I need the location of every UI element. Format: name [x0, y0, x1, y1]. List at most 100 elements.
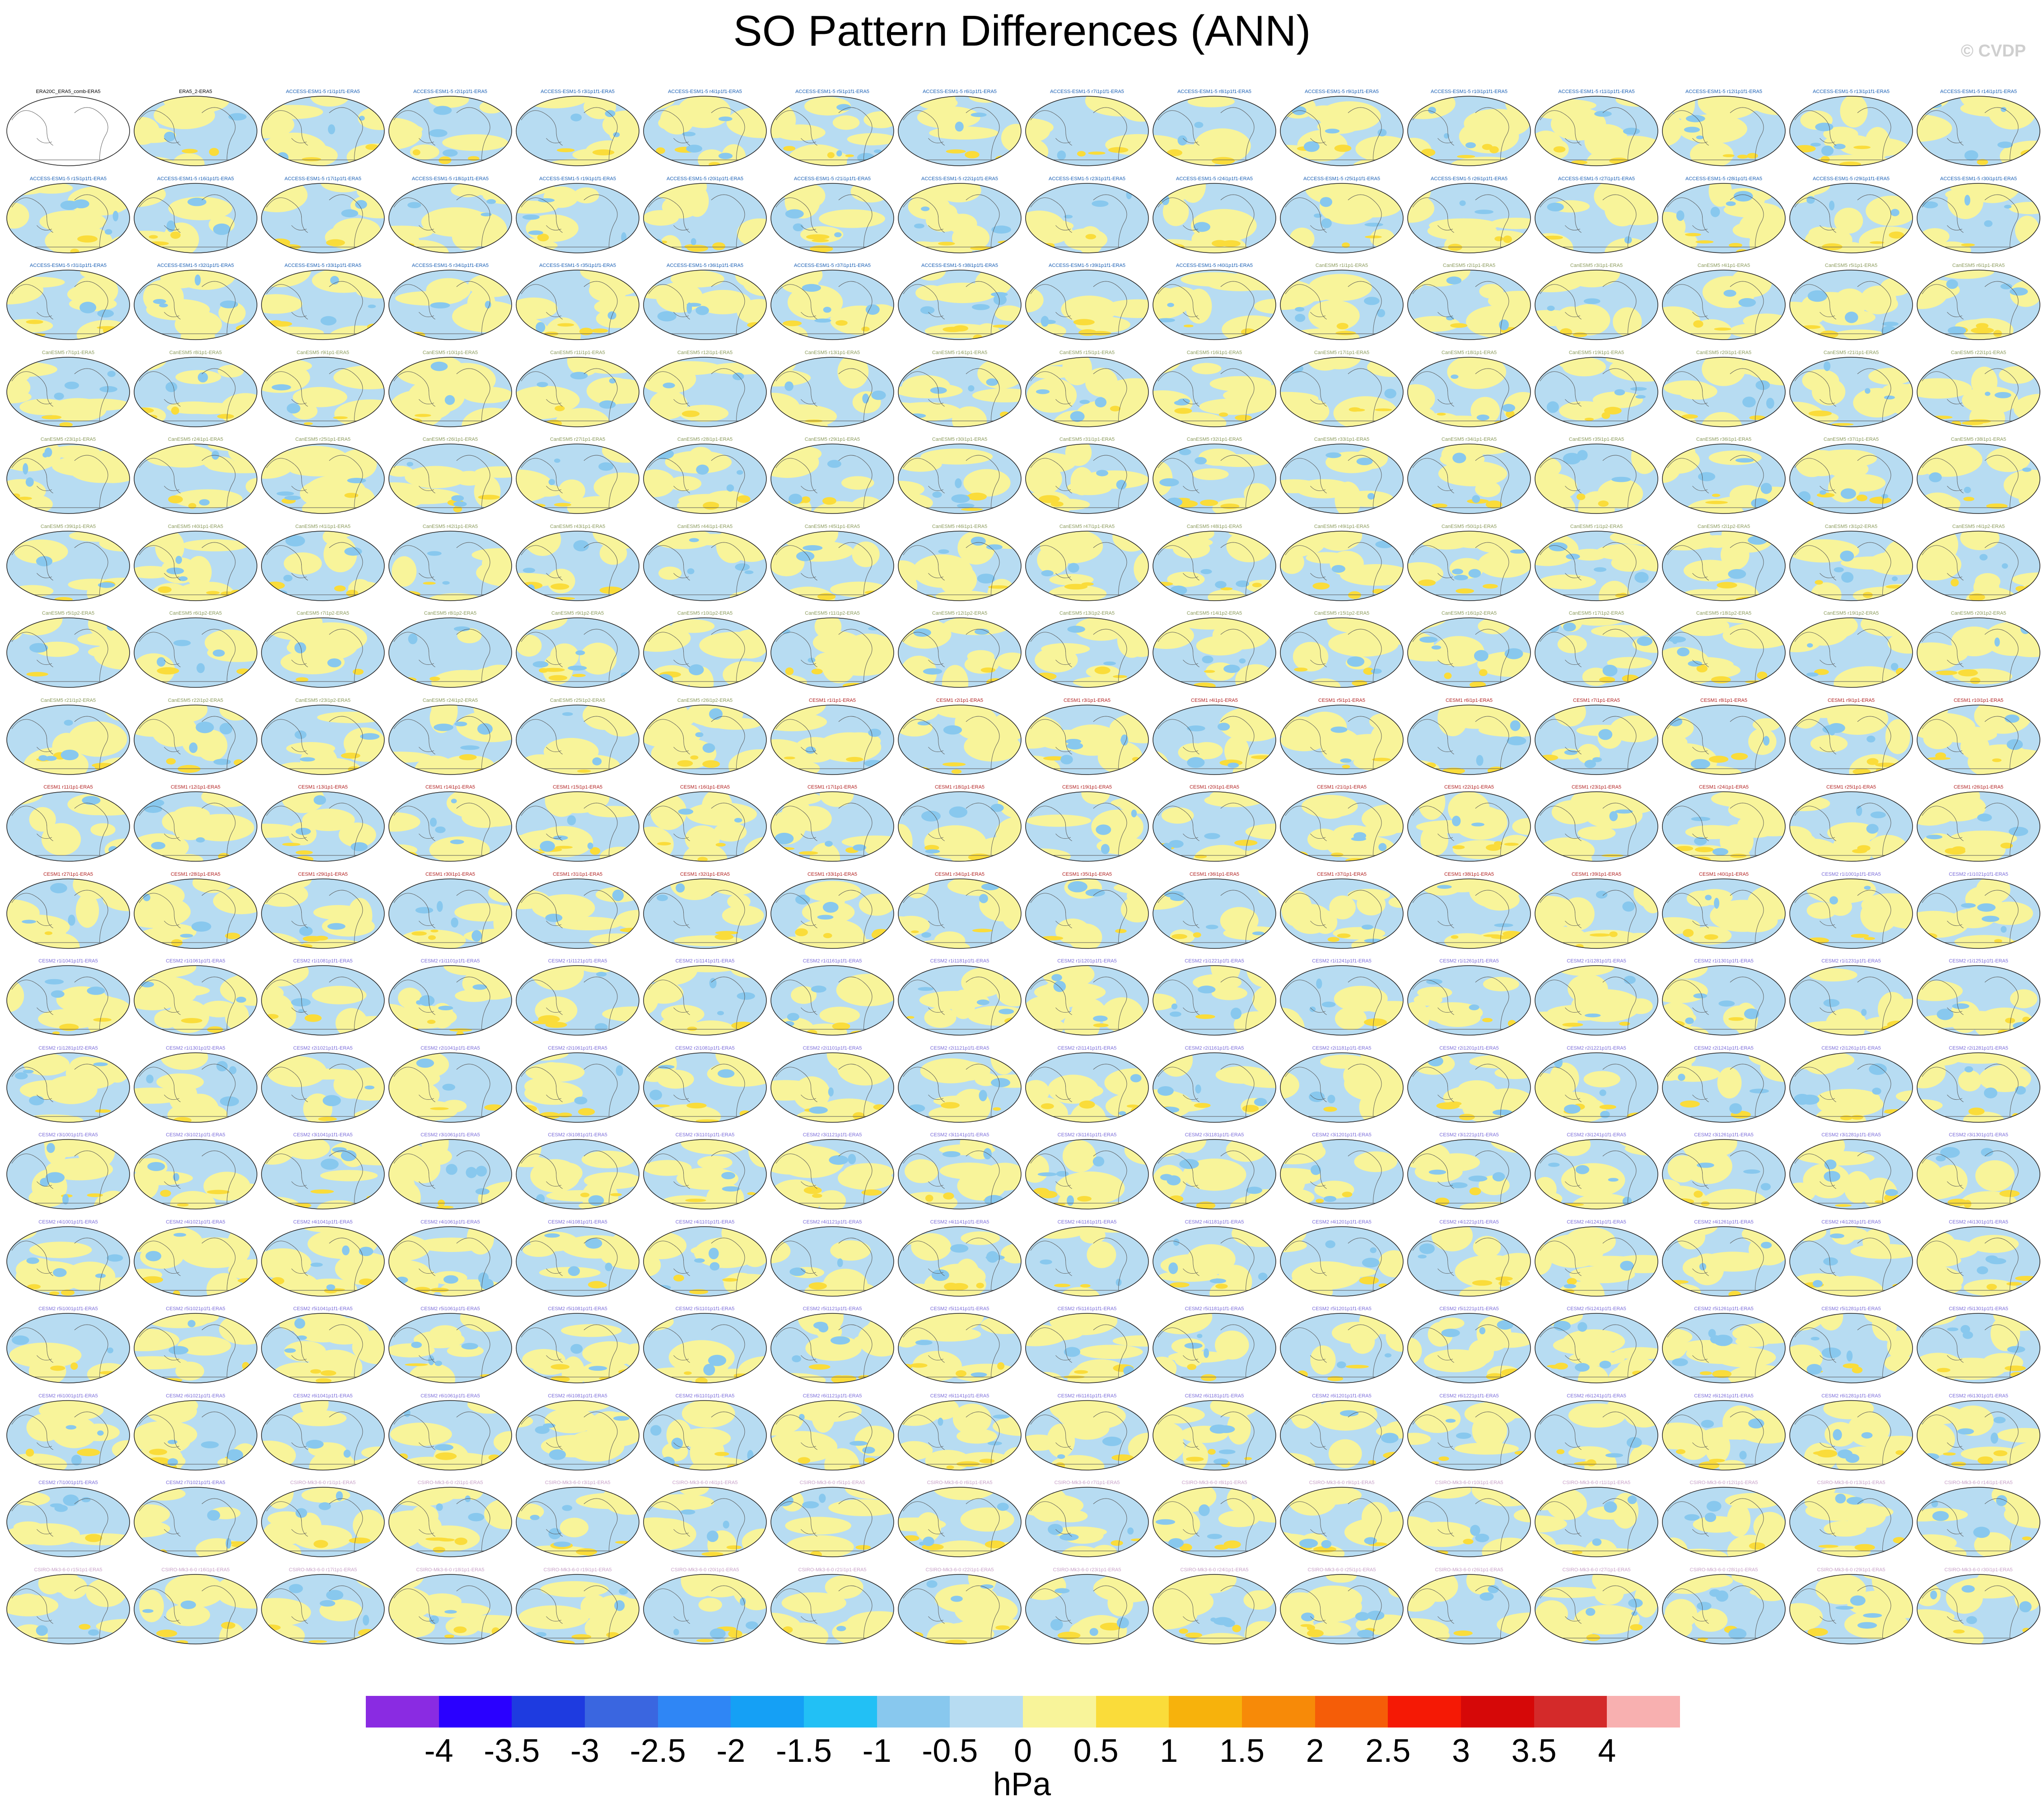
positive-anomaly	[1429, 218, 1498, 232]
positive-anomaly	[286, 742, 336, 755]
panel-title: CanESM5 r6i1p1-ERA5	[1952, 263, 2005, 268]
positive-anomaly-strong	[1667, 1279, 1689, 1284]
map-border	[643, 444, 767, 514]
map-panel: CanESM5 r24i1p1-ERA5	[133, 436, 258, 517]
coastlines	[775, 107, 883, 160]
positive-anomaly-strong	[993, 324, 1009, 328]
positive-anomaly-strong	[798, 851, 818, 855]
negative-anomaly	[548, 479, 555, 486]
negative-anomaly	[873, 149, 882, 153]
positive-anomaly	[677, 96, 731, 128]
positive-anomaly	[1385, 589, 1403, 601]
negative-anomaly	[871, 390, 886, 400]
map-panel: CanESM5 r3i1p2-ERA5	[1788, 523, 1914, 604]
map-svg	[1025, 1139, 1149, 1209]
positive-anomaly-strong	[59, 422, 73, 427]
positive-anomaly-strong	[823, 933, 832, 938]
panel-title: CESM1 r3i1p1-ERA5	[1064, 697, 1111, 703]
negative-anomaly	[50, 882, 67, 893]
negative-anomaly	[1605, 1453, 1623, 1457]
positive-anomaly-strong	[1183, 324, 1194, 327]
panel-title: CESM2 r3i1141p1f1-ERA5	[930, 1132, 989, 1138]
panel-title: CanESM5 r3i1p2-ERA5	[1825, 523, 1878, 529]
positive-anomaly-strong	[1039, 495, 1060, 503]
map-svg	[1153, 617, 1276, 688]
panel-title: CESM2 r5i1021p1f1-ERA5	[166, 1306, 225, 1312]
negative-anomaly	[1744, 1008, 1759, 1019]
map-panel: CESM2 r5i1081p1f1-ERA5	[515, 1306, 640, 1386]
positive-anomaly-strong	[359, 1278, 374, 1285]
positive-anomaly	[1917, 279, 1960, 301]
map-border	[1280, 530, 1404, 601]
positive-anomaly	[1414, 994, 1442, 1006]
positive-anomaly	[1354, 1151, 1398, 1172]
negative-anomaly	[328, 124, 336, 135]
panel-title: CESM2 r6i1101p1f1-ERA5	[675, 1393, 735, 1399]
positive-anomaly-strong	[906, 1016, 915, 1019]
panel-title: CanESM5 r11i1p2-ERA5	[805, 611, 860, 616]
positive-anomaly-strong	[714, 1452, 729, 1456]
positive-anomaly-strong	[773, 421, 793, 425]
positive-anomaly-strong	[1869, 241, 1885, 244]
positive-anomaly-strong	[2022, 1017, 2030, 1023]
positive-anomaly-strong	[1699, 1371, 1712, 1375]
positive-anomaly	[1101, 378, 1148, 412]
coastlines	[266, 281, 373, 334]
positive-anomaly-strong	[798, 1457, 811, 1464]
negative-anomaly	[1246, 1186, 1262, 1194]
map-svg	[643, 1313, 767, 1383]
map-svg	[134, 617, 257, 688]
positive-anomaly-strong	[873, 1104, 886, 1110]
positive-anomaly-strong	[1506, 410, 1515, 418]
positive-anomaly-strong	[149, 1448, 168, 1455]
positive-anomaly-strong	[1352, 408, 1365, 411]
positive-anomaly	[7, 1226, 24, 1237]
positive-anomaly-strong	[785, 1292, 795, 1296]
map-border	[1917, 96, 2040, 166]
map-svg	[261, 1139, 385, 1209]
map-svg	[1789, 1400, 1913, 1471]
negative-anomaly	[359, 116, 365, 121]
negative-anomaly	[213, 223, 231, 235]
positive-anomaly-strong	[1348, 591, 1361, 599]
negative-anomaly	[430, 361, 448, 371]
negative-anomaly	[1688, 661, 1703, 667]
map-panel: CanESM5 r37i1p1-ERA5	[1788, 436, 1914, 517]
positive-anomaly-strong	[1961, 243, 1975, 247]
panel-title: CESM2 r1i1221p1f1-ERA5	[1185, 958, 1244, 964]
map-svg	[898, 791, 1022, 862]
positive-anomaly	[1975, 573, 2001, 590]
positive-anomaly-strong	[1547, 857, 1567, 860]
positive-anomaly	[898, 457, 942, 472]
negative-anomaly	[744, 570, 754, 574]
map-panel: CanESM5 r22i1p1-ERA5	[1916, 350, 2041, 430]
coastlines	[775, 368, 883, 421]
map-panel: CESM2 r5i1141p1f1-ERA5	[897, 1306, 1022, 1386]
panel-title: CESM2 r3i1121p1f1-ERA5	[803, 1132, 862, 1138]
positive-anomaly	[952, 224, 990, 251]
map-border	[261, 96, 385, 166]
positive-anomaly	[320, 1170, 378, 1181]
negative-anomaly	[435, 826, 446, 833]
map-panel: CESM2 r5i1241p1f1-ERA5	[1534, 1306, 1659, 1386]
positive-anomaly	[160, 270, 200, 289]
map-svg	[1153, 791, 1276, 862]
coastlines	[1540, 194, 1647, 247]
positive-anomaly	[1085, 367, 1118, 397]
negative-anomaly	[1957, 1428, 1974, 1434]
negative-anomaly	[1103, 661, 1116, 666]
negative-anomaly	[1096, 470, 1108, 476]
map-svg	[1535, 530, 1658, 601]
cvdp-credit: © CVDP	[1960, 42, 2026, 61]
positive-anomaly-strong	[677, 760, 693, 766]
positive-anomaly	[1984, 621, 2040, 656]
negative-anomaly	[1193, 222, 1210, 232]
positive-anomaly	[2009, 201, 2040, 214]
map-border	[770, 530, 894, 601]
negative-anomaly	[1635, 395, 1646, 399]
negative-anomaly	[536, 322, 546, 333]
map-panel: CESM2 r4i1181p1f1-ERA5	[1152, 1219, 1277, 1299]
negative-anomaly	[437, 901, 443, 912]
map-panel: CESM2 r5i1181p1f1-ERA5	[1152, 1306, 1277, 1386]
map-panel: CESM2 r1i1201p1f1-ERA5	[1024, 958, 1150, 1038]
